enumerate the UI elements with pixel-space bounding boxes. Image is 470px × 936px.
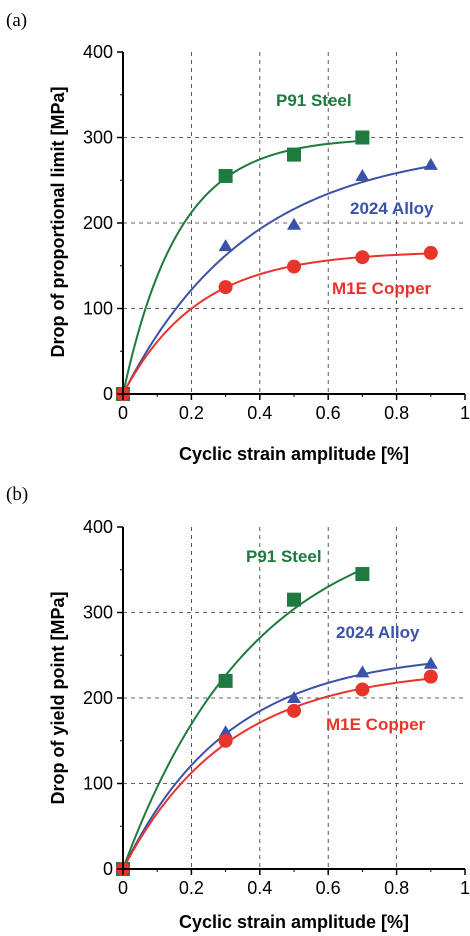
panel-label: (a) [6,10,27,31]
data-point-m1e-copper [287,259,301,274]
y-tick-label: 400 [83,517,113,537]
y-tick-label: 200 [83,213,113,233]
data-point-m1e-copper [218,733,233,748]
x-tick-label: 1 [460,878,470,898]
data-point-p91-steel [218,673,233,688]
series-label-p91-steel: P91 Steel [276,91,352,110]
fit-curve-p91-steel [122,139,363,395]
data-point-p91-steel [355,130,370,145]
data-point-2024-alloy [218,725,233,738]
data-point-m1e-copper [287,703,301,718]
x-tick-label: 0.4 [247,403,272,423]
data-point-2024-alloy [355,665,370,678]
fit-curve-m1e-copper [122,252,431,395]
x-tick-label: 0.8 [384,403,409,423]
y-axis-title: Drop of proportional limit [MPa] [48,87,68,358]
x-tick-label: 0 [118,403,128,423]
x-tick-label: 1 [460,403,470,423]
chart-panel-a: (a) 0 0.2 0.4 0.6 0.8 1 0 100 200 300 400 Cyclic s… [6,10,470,464]
fit-curve-2024-alloy [122,165,431,395]
x-axis-title: Cyclic strain amplitude [%] [179,912,409,932]
data-point-m1e-copper [218,280,233,295]
chart-panel-b: (b) 0 0.2 0.4 0.6 0.8 1 0 100 200 300 400 Cyclic s… [0,468,470,936]
x-tick-label: 0.6 [316,403,341,423]
x-tick-label: 0.2 [179,403,204,423]
y-tick-label: 300 [83,603,113,623]
y-tick-label: 100 [83,774,113,794]
data-point-m1e-copper [423,669,438,684]
data-point-p91-steel [287,147,301,162]
data-point-2024-alloy [287,217,301,230]
data-point-m1e-copper [355,682,370,697]
y-tick-label: 200 [83,688,113,708]
y-tick-label: 0 [103,384,113,404]
fit-curve-p91-steel [122,568,363,870]
series-label-2024-alloy: 2024 Alloy [350,199,434,218]
data-point-2024-alloy [355,168,370,181]
x-tick-label: 0.6 [316,878,341,898]
y-axis-title: Drop of yield point [MPa] [48,592,68,805]
data-point-p91-steel [287,592,301,607]
data-point-2024-alloy [287,691,301,703]
y-tick-label: 400 [83,42,113,62]
x-tick-label: 0 [118,878,128,898]
panel-label: (b) [6,484,28,505]
series-label-2024-alloy: 2024 Alloy [336,623,420,642]
x-axis-title: Cyclic strain amplitude [%] [179,444,409,464]
data-point-2024-alloy [423,157,438,170]
x-tick-label: 0.2 [179,878,204,898]
data-point-m1e-copper [355,250,370,265]
data-point-m1e-copper [423,245,438,260]
fit-curve-m1e-copper [122,677,431,870]
x-tick-label: 0.8 [384,878,409,898]
series-label-p91-steel: P91 Steel [246,547,322,566]
series-label-m1e-copper: M1E Copper [326,715,426,734]
chart-a: (a) 0 0.2 0.4 0.6 0.8 1 0 100 200 300 400 Cyclic s… [6,10,470,464]
y-tick-label: 100 [83,299,113,319]
fit-curve-2024-alloy [122,662,431,870]
data-point-2024-alloy [218,239,233,252]
data-point-p91-steel [355,567,370,582]
data-point-p91-steel [218,168,233,183]
y-tick-label: 0 [103,859,113,879]
series-label-m1e-copper: M1E Copper [332,279,432,298]
x-tick-label: 0.4 [247,878,272,898]
data-point-2024-alloy [423,656,438,669]
y-tick-label: 300 [83,128,113,148]
chart-b: (b) 0 0.2 0.4 0.6 0.8 1 0 100 200 300 400 Cyclic s… [6,484,470,932]
